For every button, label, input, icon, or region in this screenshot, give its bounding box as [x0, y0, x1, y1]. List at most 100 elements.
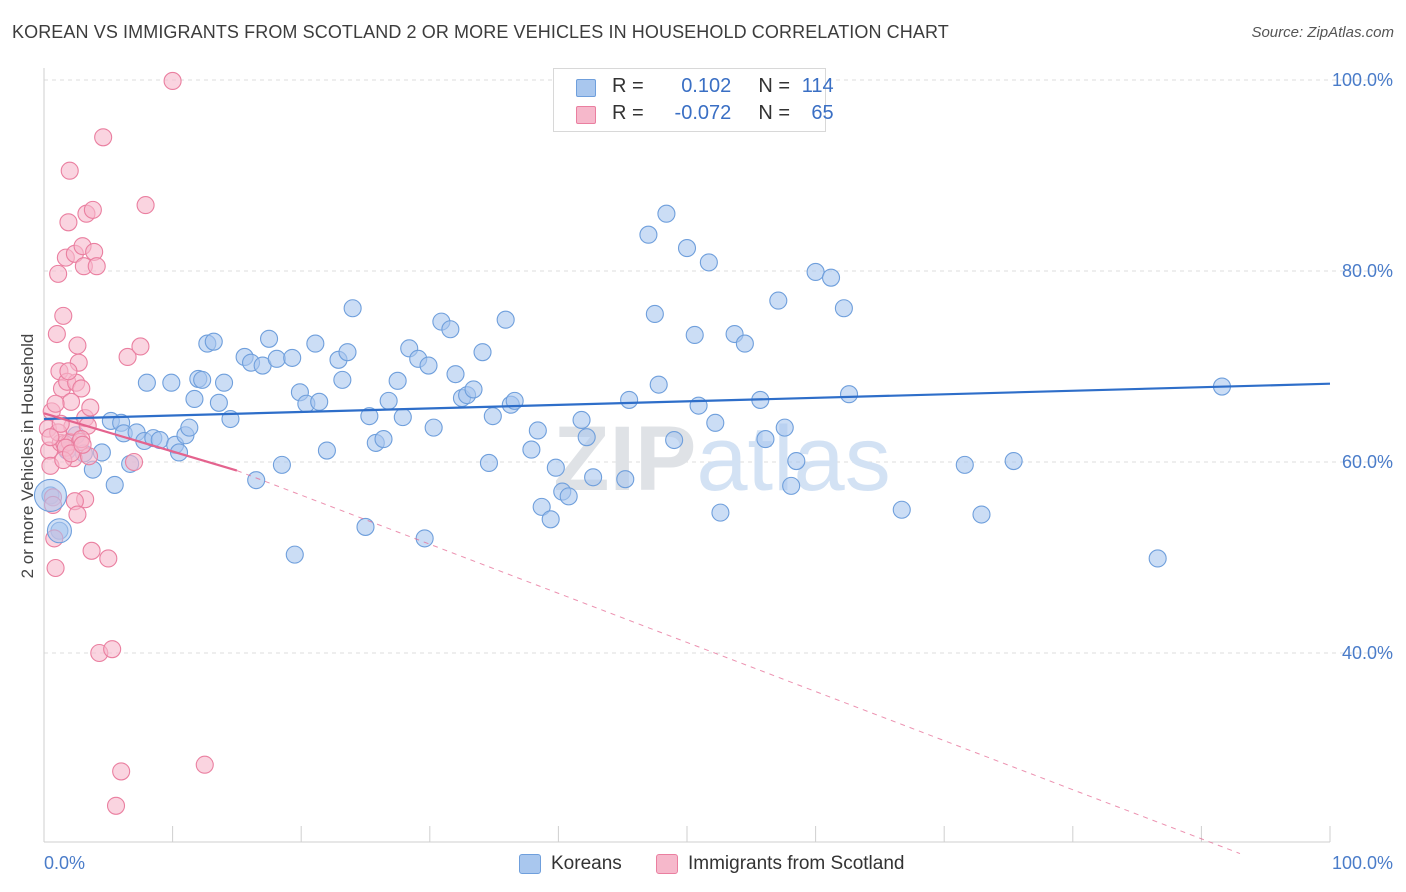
scotland-point [49, 264, 68, 283]
korean-point [532, 497, 551, 516]
korean-point [955, 455, 974, 474]
korean-point [479, 453, 499, 473]
scotland-point [68, 505, 87, 524]
korean-point [572, 410, 591, 430]
scotland-point [124, 452, 144, 472]
korean-point [806, 262, 825, 282]
korean-point [388, 371, 407, 390]
korean-point [689, 396, 708, 415]
scotland-point [59, 213, 78, 232]
korean-point-cluster [46, 518, 72, 544]
korean-point [283, 348, 302, 367]
scotland-point [163, 71, 182, 91]
korean-point [473, 343, 492, 362]
korean-point [343, 299, 362, 318]
korean-point [464, 380, 483, 399]
correlation-legend: R = 0.102 N = 114 R = -0.072 N = 65 [553, 68, 834, 132]
korean-point [821, 268, 841, 287]
korean-point [711, 503, 730, 522]
korean-point [247, 471, 266, 490]
scotland-point [73, 435, 92, 454]
korean-point [137, 373, 156, 392]
korean-point [639, 225, 658, 244]
korean-point [259, 329, 279, 348]
scotland-point [112, 762, 131, 781]
korean-point [657, 204, 676, 223]
scotland-point [195, 755, 214, 774]
korean-point [105, 475, 124, 494]
legend-swatch-blue [576, 79, 596, 97]
korean-point [379, 391, 398, 410]
korean-point [267, 349, 286, 368]
korean-point [446, 365, 465, 384]
korean-point [1004, 451, 1023, 471]
korean-point [577, 428, 596, 447]
scotland-point [68, 336, 87, 355]
korean-point [415, 529, 434, 548]
y-tick-label: 100.0% [1332, 70, 1393, 90]
korean-point [496, 310, 515, 329]
korean-point [528, 421, 547, 440]
korean-point [665, 430, 684, 450]
korean-point [204, 332, 223, 351]
korean-point [645, 304, 664, 324]
korean-point [374, 430, 393, 449]
legend-text: R = 0.102 N = 114 [612, 75, 834, 98]
scotland-point [106, 796, 126, 815]
korean-point [706, 413, 725, 432]
scotland-point [83, 200, 102, 219]
korean-point [735, 334, 754, 353]
scotland-trend-line [43, 412, 238, 472]
korean-point [393, 408, 412, 427]
korean-point [193, 370, 212, 389]
korean-point [180, 418, 199, 437]
korean-point [356, 517, 375, 536]
scotland-point [103, 640, 122, 659]
r-label: R = [612, 102, 644, 124]
korean-point [306, 334, 325, 353]
scotland-point [59, 362, 78, 381]
korean-point [756, 430, 775, 449]
x-tick-label: 0.0% [44, 853, 85, 873]
korean-point [892, 500, 911, 519]
korean-point [441, 320, 460, 339]
korean-point [775, 418, 794, 437]
scotland-point [82, 541, 101, 560]
korean-point [685, 325, 704, 345]
r-label: R = [612, 75, 644, 97]
korean-point [649, 375, 668, 394]
korean-point [839, 385, 859, 404]
y-tick-label: 60.0% [1342, 452, 1393, 472]
scotland-point [94, 128, 113, 147]
scotland-point [136, 196, 155, 215]
korean-point [616, 470, 635, 489]
korean-point [782, 476, 801, 495]
korean-point [620, 390, 639, 409]
source-label: Source: ZipAtlas.com [1251, 24, 1394, 41]
legend-swatch-pink [576, 106, 596, 124]
legend-label: Immigrants from Scotland [688, 853, 905, 874]
korean-point [546, 458, 565, 477]
korean-point [424, 418, 443, 437]
scotland-point [99, 549, 118, 568]
y-tick-label: 80.0% [1342, 261, 1393, 281]
korean-point [214, 373, 234, 392]
korean-point [769, 291, 788, 310]
scotland-point [46, 394, 65, 413]
scotland-point [87, 257, 106, 276]
korean-point [1148, 549, 1167, 568]
scotland-point [81, 398, 100, 417]
korean-point [419, 356, 438, 375]
scotland-point [60, 161, 79, 180]
korean-trend-line [43, 382, 1331, 421]
korean-point [360, 407, 379, 426]
korean-point [317, 441, 336, 460]
y-axis-title: 2 or more Vehicles in Household [18, 334, 37, 579]
korean-point [310, 392, 329, 411]
r-value: 0.102 [681, 75, 732, 97]
korean-point-cluster [33, 478, 67, 512]
korean-point [209, 393, 228, 412]
scotland-trend-extension [236, 470, 1241, 855]
korean-point [677, 239, 697, 258]
legend-label: Koreans [551, 853, 622, 874]
